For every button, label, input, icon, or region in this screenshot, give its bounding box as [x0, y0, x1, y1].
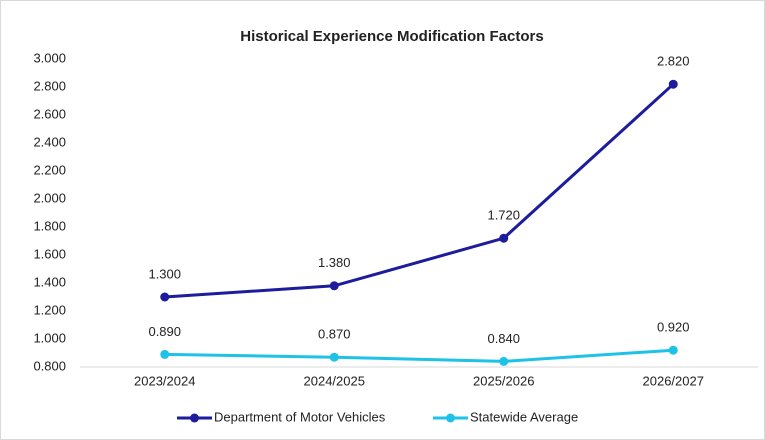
data-point [499, 233, 509, 243]
data-label: 0.870 [318, 327, 351, 342]
legend-label: Statewide Average [470, 409, 578, 424]
data-label: 1.300 [148, 266, 181, 281]
y-tick-label: 1.600 [33, 246, 66, 261]
y-tick-label: 2.800 [33, 78, 66, 93]
data-label: 0.920 [657, 320, 690, 335]
x-tick-label: 2026/2027 [643, 373, 704, 388]
y-tick-label: 1.400 [33, 274, 66, 289]
y-tick-label: 3.000 [33, 50, 66, 65]
legend-label: Department of Motor Vehicles [214, 409, 386, 424]
y-tick-label: 1.000 [33, 330, 66, 345]
data-point [329, 281, 339, 291]
x-tick-label: 2025/2026 [473, 373, 534, 388]
data-label: 1.380 [318, 255, 351, 270]
x-tick-label: 2024/2025 [304, 373, 365, 388]
data-point [329, 352, 339, 362]
data-label: 0.890 [148, 324, 181, 339]
legend-marker [446, 413, 455, 423]
y-tick-label: 2.400 [33, 134, 66, 149]
series-line [164, 348, 674, 363]
data-point [160, 349, 170, 359]
series-line [164, 83, 675, 299]
data-point [668, 79, 678, 89]
y-tick-label: 0.800 [33, 358, 66, 373]
y-tick-label: 1.800 [33, 218, 66, 233]
y-tick-label: 1.200 [33, 302, 66, 317]
x-tick-label: 2023/2024 [134, 373, 195, 388]
y-tick-label: 2.200 [33, 162, 66, 177]
data-point [499, 356, 509, 366]
data-label: 0.840 [487, 331, 520, 346]
data-label: 1.720 [487, 208, 520, 223]
legend-marker [190, 413, 199, 423]
data-point [668, 345, 678, 355]
y-tick-label: 2.600 [33, 106, 66, 121]
chart-title: Historical Experience Modification Facto… [240, 28, 543, 45]
data-point [160, 292, 170, 302]
data-label: 2.820 [657, 54, 690, 69]
y-tick-label: 2.000 [33, 190, 66, 205]
